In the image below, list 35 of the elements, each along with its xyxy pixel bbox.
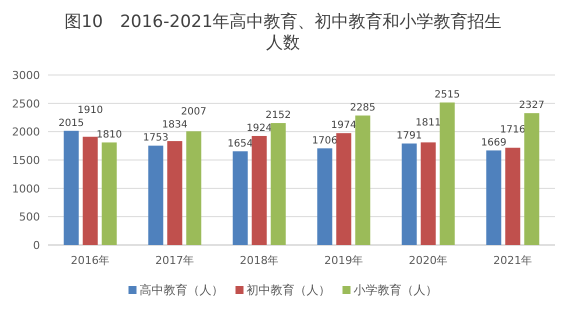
data-label: 1669 <box>481 137 506 148</box>
data-label: 1924 <box>246 122 272 134</box>
data-label: 2152 <box>266 110 291 122</box>
data-label: 1910 <box>78 104 103 116</box>
x-tick-label: 2019年 <box>324 254 364 267</box>
legend-label: 高中教育（人） <box>140 283 224 297</box>
data-label: 1706 <box>312 135 338 146</box>
data-label: 2327 <box>519 100 544 112</box>
data-label: 2515 <box>434 89 460 100</box>
title: 图10 2016-2021年高中教育、初中教育和小学教育招生人数 <box>64 12 502 53</box>
data-label: 2285 <box>350 102 376 114</box>
data-label: 1810 <box>96 129 122 140</box>
data-label: 1811 <box>416 118 441 128</box>
y-tick-label: 2500 <box>12 97 40 110</box>
data-label: 1716 <box>500 124 526 136</box>
data-label: 1654 <box>228 138 253 150</box>
y-tick-label: 1500 <box>12 154 40 167</box>
y-tick-label: 3000 <box>12 69 40 82</box>
x-tick-label: 2020年 <box>408 254 448 267</box>
y-tick-label: 1000 <box>12 182 40 196</box>
x-tick-label: 2021年 <box>493 254 532 267</box>
x-tick-label: 2016年 <box>70 254 110 267</box>
data-label: 1974 <box>331 120 356 132</box>
data-label: 2015 <box>58 118 84 129</box>
data-label: 1753 <box>143 132 168 144</box>
data-label: 1834 <box>162 120 188 131</box>
y-tick-label: 0 <box>33 239 40 252</box>
x-tick-label: 2018年 <box>240 254 279 267</box>
legend-label: 初中教育（人） <box>246 283 330 297</box>
y-tick-label: 2000 <box>12 126 40 139</box>
data-label: 2007 <box>181 106 206 118</box>
y-tick-label: 500 <box>19 210 40 224</box>
legend-label: 小学教育（人） <box>354 283 438 297</box>
x-tick-label: 2017年 <box>155 254 194 267</box>
data-label: 1791 <box>396 130 422 142</box>
